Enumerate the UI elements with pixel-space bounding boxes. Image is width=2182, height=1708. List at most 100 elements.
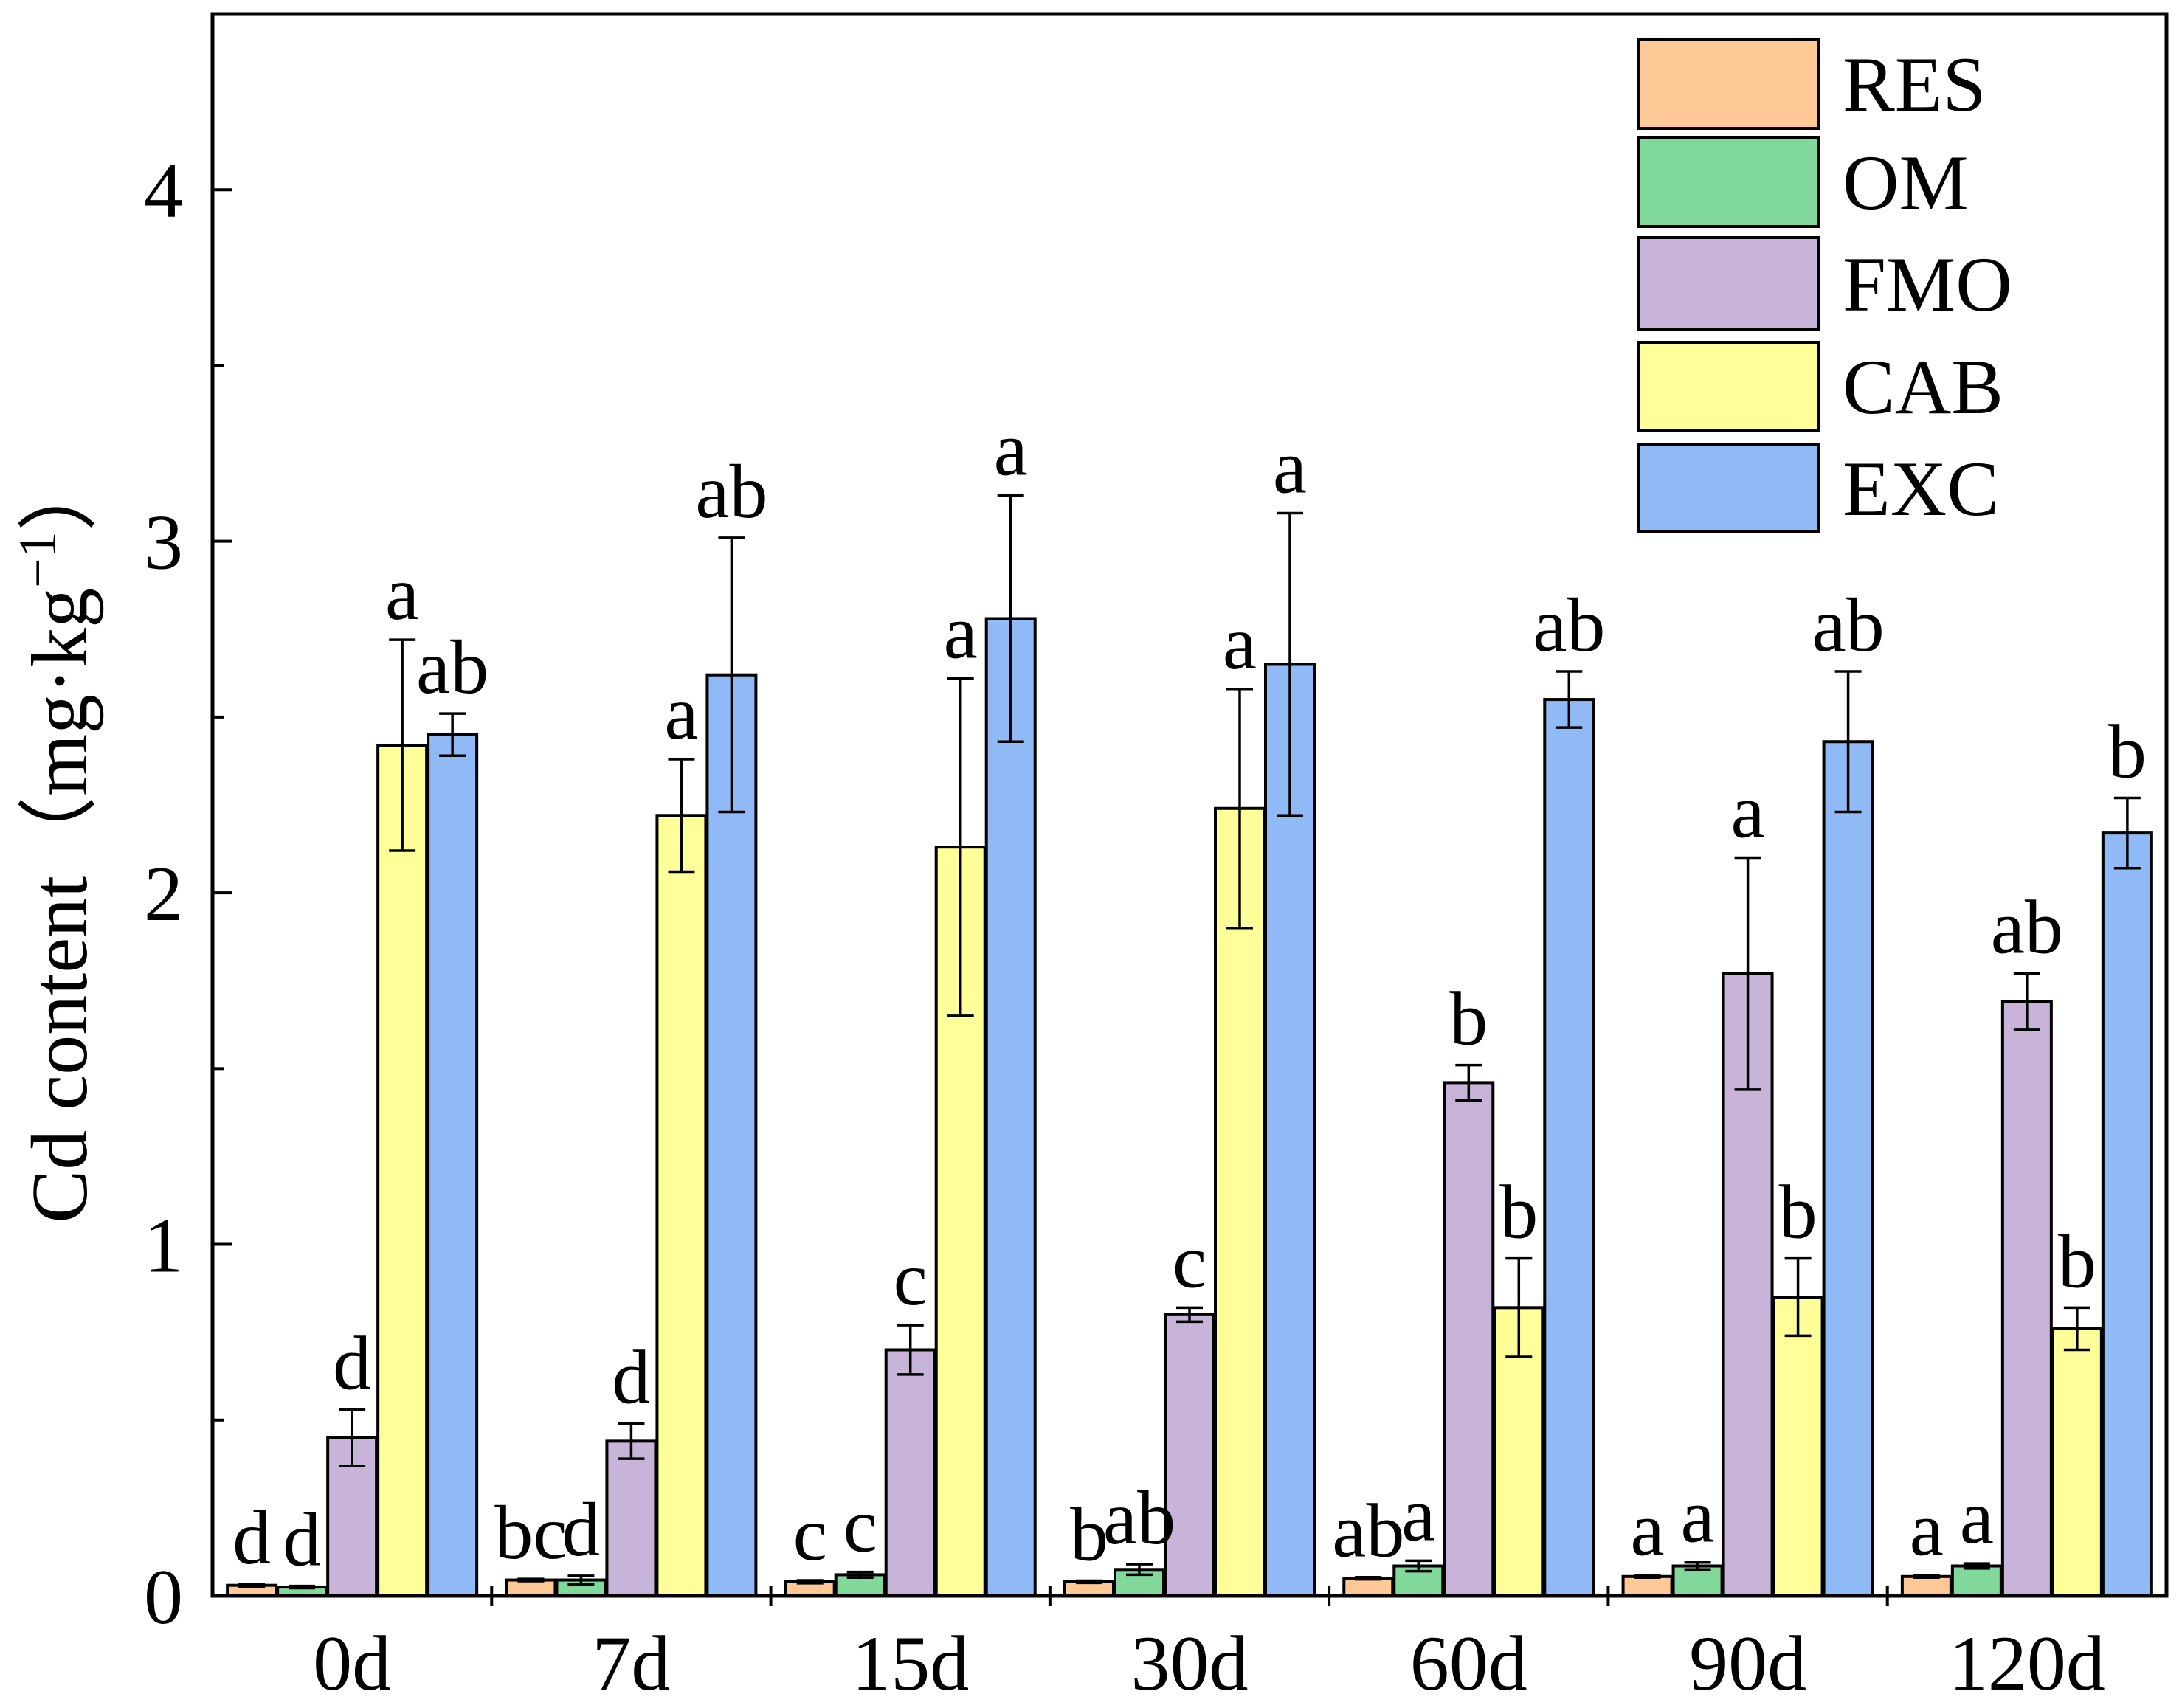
legend-swatch-exc [1637, 443, 1820, 533]
error-bar-res-60d [1355, 1575, 1382, 1581]
error-bar-exc-90d [1834, 670, 1862, 814]
legend-swatch-cab [1637, 341, 1820, 432]
significance-label-exc-90d: ab [1812, 583, 1884, 668]
error-bar-cab-15d [947, 677, 974, 1017]
error-bar-cab-90d [1784, 1256, 1812, 1338]
legend-item-om: OM [1637, 136, 1969, 228]
bar-exc-120d [2101, 831, 2153, 1597]
significance-label-exc-0d: ab [416, 625, 488, 710]
x-tick-label-60d: 60d [1410, 1620, 1527, 1707]
legend-label-exc: EXC [1843, 446, 1999, 532]
x-tick-label-7d: 7d [592, 1620, 670, 1707]
y-tick-label: 4 [144, 148, 183, 234]
y-axis-label-suffix: ） [16, 452, 104, 531]
error-bar-fmo-90d [1734, 856, 1761, 1091]
significance-label-exc-60d: ab [1533, 583, 1605, 668]
error-bar-om-120d [1963, 1562, 1990, 1570]
significance-label-cab-120d: b [2058, 1219, 2096, 1304]
bar-res-7d [505, 1578, 557, 1598]
significance-label-exc-30d: a [1273, 425, 1307, 510]
bar-cab-90d [1772, 1296, 1824, 1597]
error-bar-res-90d [1634, 1574, 1661, 1579]
error-bar-exc-7d [718, 536, 745, 814]
legend-label-fmo: FMO [1843, 241, 2012, 328]
significance-label-res-60d: ab [1332, 1489, 1404, 1574]
significance-label-om-30d: ab [1103, 1476, 1175, 1560]
significance-label-cab-90d: b [1779, 1170, 1817, 1255]
y-tick-label: 3 [144, 499, 183, 586]
x-tick-label-15d: 15d [852, 1620, 969, 1707]
significance-label-om-15d: c [843, 1484, 877, 1569]
y-axis-label-superscript: −1 [8, 531, 67, 588]
legend-label-om: OM [1843, 139, 1969, 226]
bar-res-90d [1621, 1574, 1674, 1598]
axes-layer: 0 1 2 3 4 0d 7d 15d 30d 60d 90d 120d [144, 148, 2105, 1707]
bar-exc-60d [1543, 698, 1595, 1597]
error-bar-cab-0d [389, 638, 416, 852]
legend-item-res: RES [1637, 38, 1986, 130]
plot-frame [210, 12, 2169, 1598]
significance-label-exc-120d: b [2108, 709, 2147, 794]
error-bar-cab-120d [2063, 1306, 2090, 1352]
error-bar-om-7d [567, 1574, 595, 1586]
error-bar-fmo-15d [897, 1324, 924, 1376]
bar-res-120d [1900, 1574, 1953, 1598]
bar-fmo-7d [605, 1439, 657, 1598]
x-tick-label-30d: 30d [1131, 1620, 1249, 1707]
significance-label-fmo-15d: c [894, 1237, 928, 1321]
significance-label-exc-7d: ab [695, 449, 767, 534]
legend-swatch-fmo [1637, 236, 1820, 331]
significance-label-cab-0d: a [385, 551, 419, 636]
significance-label-fmo-60d: b [1449, 977, 1488, 1062]
x-tick-label-120d: 120d [1949, 1620, 2105, 1707]
bar-cab-0d [376, 744, 429, 1598]
error-bar-exc-120d [2113, 796, 2141, 870]
x-tick-label-90d: 90d [1689, 1620, 1806, 1707]
legend-label-cab: CAB [1843, 344, 2003, 430]
bar-fmo-120d [2000, 1000, 2053, 1597]
bar-fmo-15d [884, 1348, 936, 1597]
error-bar-res-15d [796, 1579, 824, 1585]
legend-item-cab: CAB [1637, 341, 2003, 432]
error-bar-fmo-30d [1176, 1306, 1203, 1324]
error-bar-res-7d [517, 1577, 545, 1583]
significance-label-fmo-7d: d [612, 1335, 650, 1420]
error-bar-exc-15d [997, 494, 1024, 743]
significance-label-cab-7d: a [664, 671, 698, 756]
error-bar-om-15d [846, 1570, 874, 1579]
significance-label-om-90d: a [1680, 1474, 1714, 1559]
error-bar-om-0d [289, 1584, 316, 1590]
bar-cab-120d [2051, 1327, 2103, 1597]
error-bar-om-60d [1405, 1559, 1432, 1573]
significance-label-om-60d: a [1401, 1472, 1435, 1557]
significance-label-om-120d: a [1960, 1475, 1994, 1560]
error-bar-exc-0d [439, 712, 466, 758]
significance-label-om-0d: d [283, 1498, 321, 1583]
y-tick-label: 2 [144, 851, 183, 937]
error-bar-fmo-0d [339, 1408, 366, 1467]
x-tick-label-0d: 0d [313, 1620, 391, 1707]
error-bar-cab-30d [1226, 688, 1253, 930]
y-tick-label: 1 [144, 1203, 183, 1289]
bar-exc-30d [1264, 663, 1316, 1597]
bar-fmo-60d [1443, 1081, 1495, 1597]
bars-layer [226, 617, 2153, 1598]
error-bar-cab-60d [1505, 1256, 1533, 1358]
significance-label-cab-60d: b [1499, 1170, 1538, 1255]
legend-swatch-res [1637, 38, 1820, 130]
significance-label-om-7d: d [562, 1487, 600, 1572]
error-bar-fmo-60d [1455, 1063, 1482, 1102]
y-axis-label: Cd content（mg·kg−1） [8, 452, 104, 1223]
error-bar-res-30d [1076, 1579, 1102, 1585]
bar-exc-7d [705, 673, 758, 1597]
significance-label-res-30d: b [1070, 1493, 1108, 1577]
significance-label-res-0d: d [232, 1496, 271, 1580]
significance-label-cab-15d: a [944, 589, 978, 674]
significance-label-res-7d: bc [494, 1490, 567, 1575]
bar-exc-90d [1822, 740, 1874, 1597]
error-bar-om-90d [1684, 1560, 1711, 1572]
error-bar-res-0d [238, 1583, 266, 1588]
error-bar-res-120d [1913, 1574, 1940, 1579]
